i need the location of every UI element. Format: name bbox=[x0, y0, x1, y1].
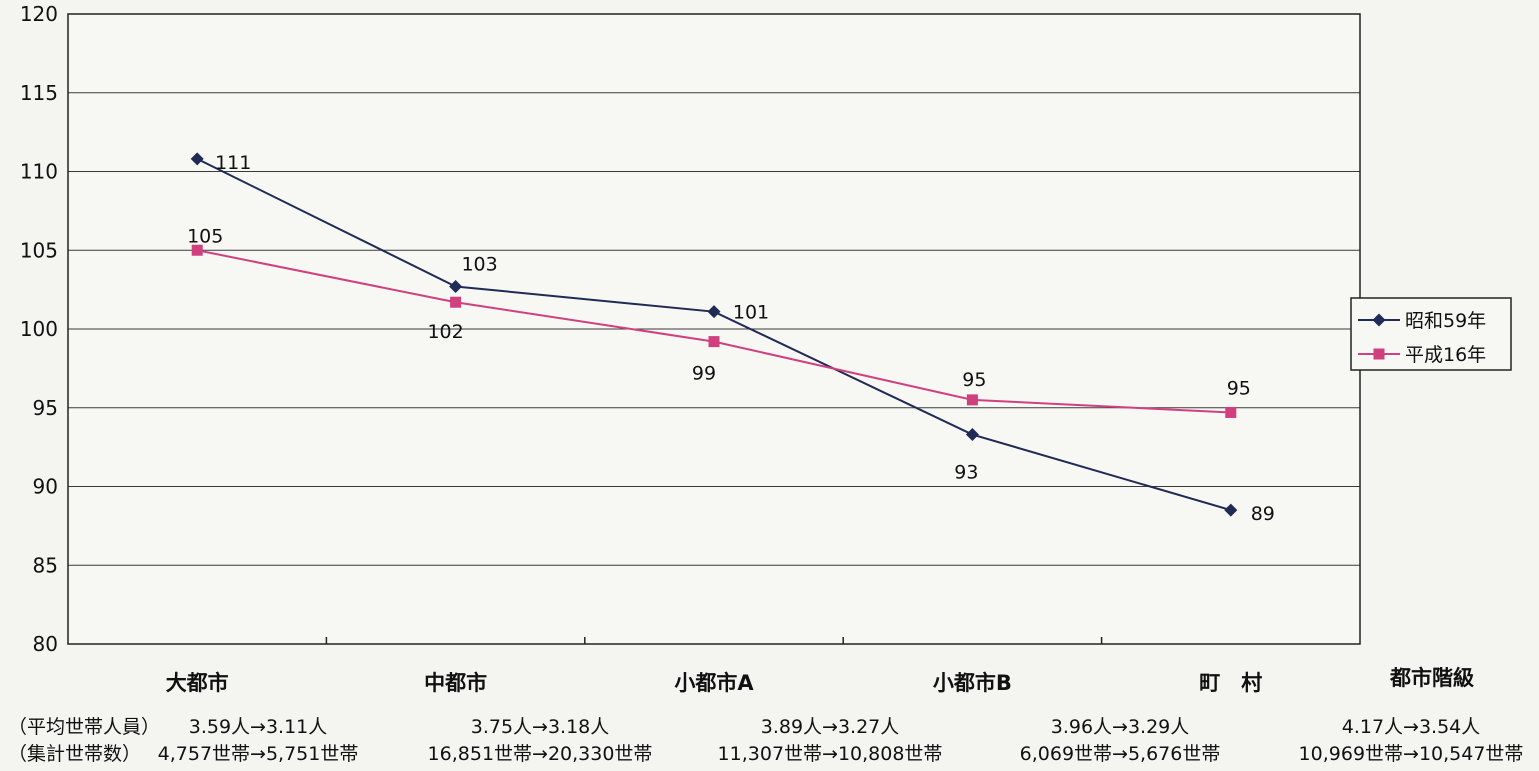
footnote-row2-prefix: （集計世帯数） bbox=[8, 743, 141, 765]
x-category-label: 中都市 bbox=[424, 671, 487, 695]
series-2-point bbox=[966, 394, 978, 406]
series-2-point bbox=[450, 296, 462, 308]
x-category-label: 町 村 bbox=[1199, 671, 1262, 695]
series-2-data-label: 95 bbox=[1227, 377, 1251, 399]
y-tick-label: 90 bbox=[33, 475, 58, 499]
footnote-household-count: 16,851世帯→20,330世帯 bbox=[428, 743, 653, 765]
legend-marker-1 bbox=[1372, 313, 1386, 327]
y-tick-label: 100 bbox=[20, 317, 58, 341]
series-1-point bbox=[1224, 503, 1238, 517]
y-tick-label: 95 bbox=[33, 396, 58, 420]
y-tick-label: 115 bbox=[20, 81, 58, 105]
series-1-point bbox=[707, 305, 721, 319]
series-1-data-label: 103 bbox=[461, 253, 497, 275]
series-1-point bbox=[965, 428, 979, 442]
series-2-data-label: 95 bbox=[962, 369, 986, 391]
footnote-avg-household-size: 3.96人→3.29人 bbox=[1051, 716, 1190, 738]
series-1-data-label: 93 bbox=[954, 462, 978, 484]
series-1-data-label: 101 bbox=[733, 302, 769, 324]
footnote-avg-household-size: 3.75人→3.18人 bbox=[471, 716, 610, 738]
y-tick-label: 110 bbox=[20, 160, 58, 184]
y-tick-label: 80 bbox=[33, 632, 58, 656]
x-category-label: 小都市B bbox=[933, 671, 1012, 695]
footnote-avg-household-size: 3.89人→3.27人 bbox=[761, 716, 900, 738]
footnote-household-count: 4,757世帯→5,751世帯 bbox=[158, 743, 359, 765]
x-category-label: 小都市A bbox=[674, 671, 754, 695]
legend-marker-2 bbox=[1373, 348, 1385, 360]
series-1-point bbox=[449, 279, 463, 293]
series-1-data-label: 89 bbox=[1251, 503, 1275, 525]
footnote-household-count: 11,307世帯→10,808世帯 bbox=[718, 743, 943, 765]
x-axis-title: 都市階級 bbox=[1389, 666, 1474, 690]
series-2-point bbox=[1225, 406, 1237, 418]
y-tick-label: 85 bbox=[33, 553, 58, 577]
series-1-point bbox=[190, 152, 204, 166]
series-2-point bbox=[191, 244, 203, 256]
footnote-avg-household-size: 3.59人→3.11人 bbox=[189, 716, 328, 738]
series-2-data-label: 105 bbox=[187, 225, 223, 247]
x-category-label: 大都市 bbox=[166, 671, 229, 695]
series-2-point bbox=[708, 336, 720, 348]
series-2-data-label: 102 bbox=[427, 321, 463, 343]
series-2-data-label: 99 bbox=[692, 363, 716, 385]
y-tick-label: 120 bbox=[20, 2, 58, 26]
legend-label-2: 平成16年 bbox=[1405, 344, 1486, 366]
footnote-avg-household-size: 4.17人→3.54人 bbox=[1342, 716, 1481, 738]
footnote-row1-prefix: （平均世帯人員） bbox=[8, 716, 160, 738]
footnote-household-count: 6,069世帯→5,676世帯 bbox=[1020, 743, 1221, 765]
legend-label-1: 昭和59年 bbox=[1405, 310, 1486, 332]
series-1-data-label: 111 bbox=[215, 152, 251, 174]
y-tick-label: 105 bbox=[20, 238, 58, 262]
footnote-household-count: 10,969世帯→10,547世帯 bbox=[1299, 743, 1524, 765]
